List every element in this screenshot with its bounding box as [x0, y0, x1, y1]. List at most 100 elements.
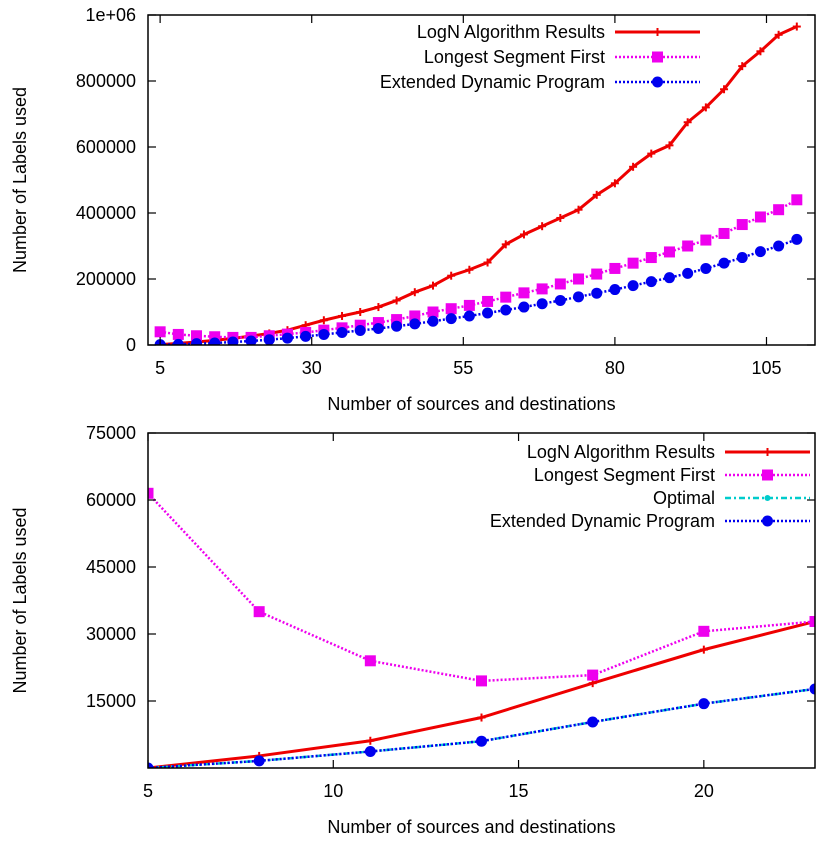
data-point-2-14	[409, 318, 421, 330]
data-point-2-20	[518, 301, 530, 313]
y-axis-label: Number of Labels used	[10, 87, 30, 273]
data-point-1-18	[482, 295, 494, 307]
data-point-1-2	[191, 330, 203, 342]
data-point-2-11	[354, 324, 366, 336]
data-point-1-32	[736, 219, 748, 231]
data-point-2-31	[718, 257, 730, 269]
data-point-0-11	[356, 308, 365, 316]
data-point-1-17	[463, 299, 475, 311]
data-point-3-1	[253, 755, 265, 767]
x-tick-label: 55	[453, 358, 473, 378]
data-point-1-16	[445, 303, 457, 315]
data-point-2-26	[627, 280, 639, 292]
data-point-2-24	[591, 287, 603, 299]
legend-marker-2	[764, 495, 771, 501]
data-point-0-26	[629, 162, 638, 171]
data-point-2-28	[663, 272, 675, 284]
data-point-1-35	[791, 194, 803, 206]
x-tick-label: 105	[751, 358, 781, 378]
y-tick-label: 0	[126, 335, 136, 355]
y-tick-label: 200000	[76, 269, 136, 289]
chart-bottom: 5 10 15 20 15000 30000 45000 60000 75000 Number o…	[10, 423, 816, 837]
legend-label-1: Longest Segment First	[424, 47, 605, 67]
data-point-1-3	[476, 675, 487, 687]
data-point-0-18	[483, 258, 492, 267]
data-point-0-5	[699, 645, 708, 654]
data-point-0-9	[319, 316, 328, 325]
data-point-2-4	[227, 336, 239, 345]
data-point-0-23	[574, 205, 583, 214]
data-point-0-30	[701, 103, 710, 112]
data-point-0-3	[477, 713, 486, 722]
data-point-2-18	[482, 307, 494, 319]
y-tick-label: 1e+06	[85, 5, 136, 25]
data-point-0-12	[374, 303, 383, 312]
data-point-1-1	[253, 606, 265, 618]
data-point-0-33	[756, 47, 765, 56]
data-point-0-2	[366, 736, 375, 745]
data-point-0-14	[410, 288, 419, 297]
data-point-0-19	[501, 240, 510, 249]
legend-marker-3	[762, 515, 773, 527]
data-point-2-27	[645, 276, 657, 288]
plot-frame	[147, 432, 816, 769]
data-point-2-22	[554, 294, 566, 306]
data-point-1-3	[209, 331, 221, 343]
data-point-0-35	[792, 22, 801, 31]
data-point-0-22	[556, 213, 565, 222]
data-point-1-33	[754, 211, 766, 223]
legend: LogN Algorithm Results Longest Segment Fi…	[380, 22, 700, 92]
legend: LogN Algorithm Results Longest Segment Fi…	[490, 442, 810, 531]
legend-label-2: Extended Dynamic Program	[380, 72, 605, 92]
data-point-1-0	[154, 326, 166, 338]
plot-frame	[147, 14, 816, 346]
chart-top: 5 30 55 80 105 0 200000 400000 600000 800000 1e+06…	[10, 5, 816, 414]
data-point-0-15	[428, 281, 437, 290]
data-point-1-28	[663, 246, 675, 258]
data-point-2-34	[773, 240, 785, 252]
legend-marker-1	[762, 469, 773, 481]
data-point-2-7	[281, 332, 293, 344]
data-point-0-32	[738, 62, 747, 71]
x-tick-label: 5	[143, 781, 153, 801]
data-point-2-30	[700, 262, 712, 274]
data-point-1-13	[391, 314, 403, 326]
data-point-2-23	[573, 291, 585, 303]
data-point-0-24	[592, 190, 601, 199]
data-point-2-10	[336, 326, 348, 338]
y-tick-label: 60000	[86, 490, 136, 510]
y-axis-label: Number of Labels used	[10, 507, 30, 693]
data-point-2-9	[318, 328, 330, 340]
series-line-2	[160, 238, 798, 345]
data-point-2-1	[172, 338, 184, 345]
data-point-2-25	[609, 284, 621, 296]
data-point-1-26	[627, 257, 639, 269]
data-point-2-13	[391, 320, 403, 332]
data-point-0-10	[338, 311, 347, 320]
y-tick-label: 75000	[86, 423, 136, 443]
data-point-1-2	[364, 655, 376, 667]
data-point-1-20	[518, 287, 530, 299]
legend-marker-0	[653, 28, 662, 36]
data-point-1-29	[682, 240, 694, 252]
data-point-2-35	[791, 233, 803, 245]
y-tick-label: 15000	[86, 691, 136, 711]
data-point-0-28	[665, 141, 674, 150]
data-point-3-2	[364, 745, 376, 757]
x-axis-label: Number of sources and destinations	[327, 817, 615, 837]
data-point-1-6	[809, 615, 815, 627]
data-point-0-17	[465, 265, 474, 274]
data-point-2-33	[754, 246, 766, 258]
data-point-0-21	[538, 222, 547, 231]
data-point-1-14	[409, 310, 421, 322]
data-point-1-12	[372, 317, 384, 329]
data-point-1-4	[587, 669, 599, 681]
x-axis-label: Number of sources and destinations	[327, 394, 615, 414]
data-point-2-29	[682, 267, 694, 279]
y-tick-label: 30000	[86, 624, 136, 644]
data-point-0-25	[610, 179, 619, 188]
data-point-1-15	[427, 306, 439, 318]
legend-label-3: Extended Dynamic Program	[490, 511, 715, 531]
data-point-0-16	[447, 271, 456, 280]
data-point-3-4	[587, 716, 599, 728]
